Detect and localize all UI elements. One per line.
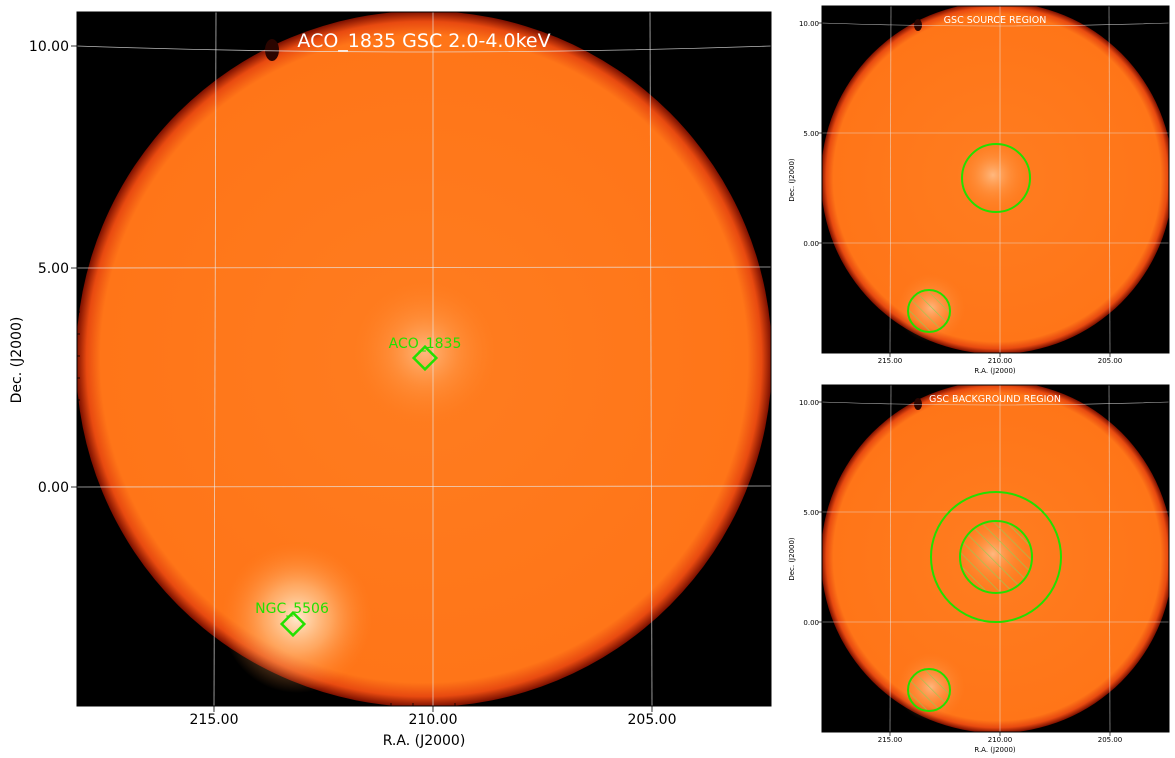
main-grid: [77, 12, 771, 706]
source-y-tick-label: 5.00: [803, 130, 819, 138]
source-panel-title: GSC SOURCE REGION: [944, 15, 1047, 26]
source-ticks: [818, 22, 1111, 357]
background-annulus-outer: [930, 491, 1062, 623]
main-glow-aco1835: [355, 282, 495, 422]
background-x-tick-label: 215.00: [878, 736, 903, 744]
main-x-tick-label: 215.00: [190, 712, 239, 728]
background-frame: [821, 384, 1170, 733]
background-excluded-ngc5506-circle: [907, 668, 951, 712]
ngc5506-label: NGC_5506: [255, 601, 329, 617]
source-region-panel: GSC SOURCE REGION 10.00 5.00 0.00 215.00…: [788, 5, 1170, 375]
ngc5506-marker: [279, 610, 307, 638]
main-x-tick-label: 210.00: [409, 712, 458, 728]
source-excluded-ngc5506-circle: [907, 289, 951, 333]
main-x-tick-label: 205.00: [628, 712, 677, 728]
background-x-tick-label: 205.00: [1098, 736, 1123, 744]
main-y-tick-label: 0.00: [38, 480, 69, 496]
aco1835-label: ACO_1835: [389, 336, 462, 352]
main-x-axis-label: R.A. (J2000): [383, 733, 466, 749]
main-y-tick-label: 5.00: [38, 261, 69, 277]
source-y-axis-label: Dec. (J2000): [788, 158, 796, 202]
background-y-tick-label: 0.00: [803, 619, 819, 627]
main-title: ACO_1835 GSC 2.0-4.0keV: [297, 30, 550, 52]
source-glow-aco1835: [957, 139, 1029, 211]
background-annulus-inner-excluded: [959, 520, 1033, 594]
main-panel: ACO_1835 GSC 2.0-4.0keV ACO_1835 NGC_550…: [9, 11, 772, 749]
background-x-axis-label: R.A. (J2000): [974, 746, 1016, 754]
main-y-tick-label: 10.00: [29, 39, 69, 55]
background-region-panel: GSC BACKGROUND REGION 10.00 5.00 0.00 21…: [788, 384, 1170, 754]
source-x-tick-label: 210.00: [988, 357, 1013, 365]
background-x-tick-label: 210.00: [988, 736, 1013, 744]
background-y-tick-label: 5.00: [803, 509, 819, 517]
source-x-tick-label: 215.00: [878, 357, 903, 365]
aco1835-marker: [411, 344, 439, 372]
source-grid: [822, 6, 1169, 353]
main-edge-notch: [265, 39, 279, 61]
main-minor-ticks: [71, 23, 762, 712]
source-y-tick-label: 10.00: [799, 20, 819, 28]
source-x-axis-label: R.A. (J2000): [974, 367, 1016, 375]
background-y-tick-label: 10.00: [799, 399, 819, 407]
source-frame: [821, 5, 1170, 354]
main-y-axis-label: Dec. (J2000): [9, 317, 25, 404]
background-y-axis-label: Dec. (J2000): [788, 537, 796, 581]
background-ticks: [818, 401, 1111, 736]
background-panel-title: GSC BACKGROUND REGION: [929, 394, 1061, 405]
source-x-tick-label: 205.00: [1098, 357, 1123, 365]
source-region-circle: [961, 143, 1031, 213]
background-edge-notch: [914, 398, 922, 410]
source-y-tick-label: 0.00: [803, 240, 819, 248]
main-frame: [76, 11, 772, 707]
source-edge-notch: [914, 19, 922, 31]
